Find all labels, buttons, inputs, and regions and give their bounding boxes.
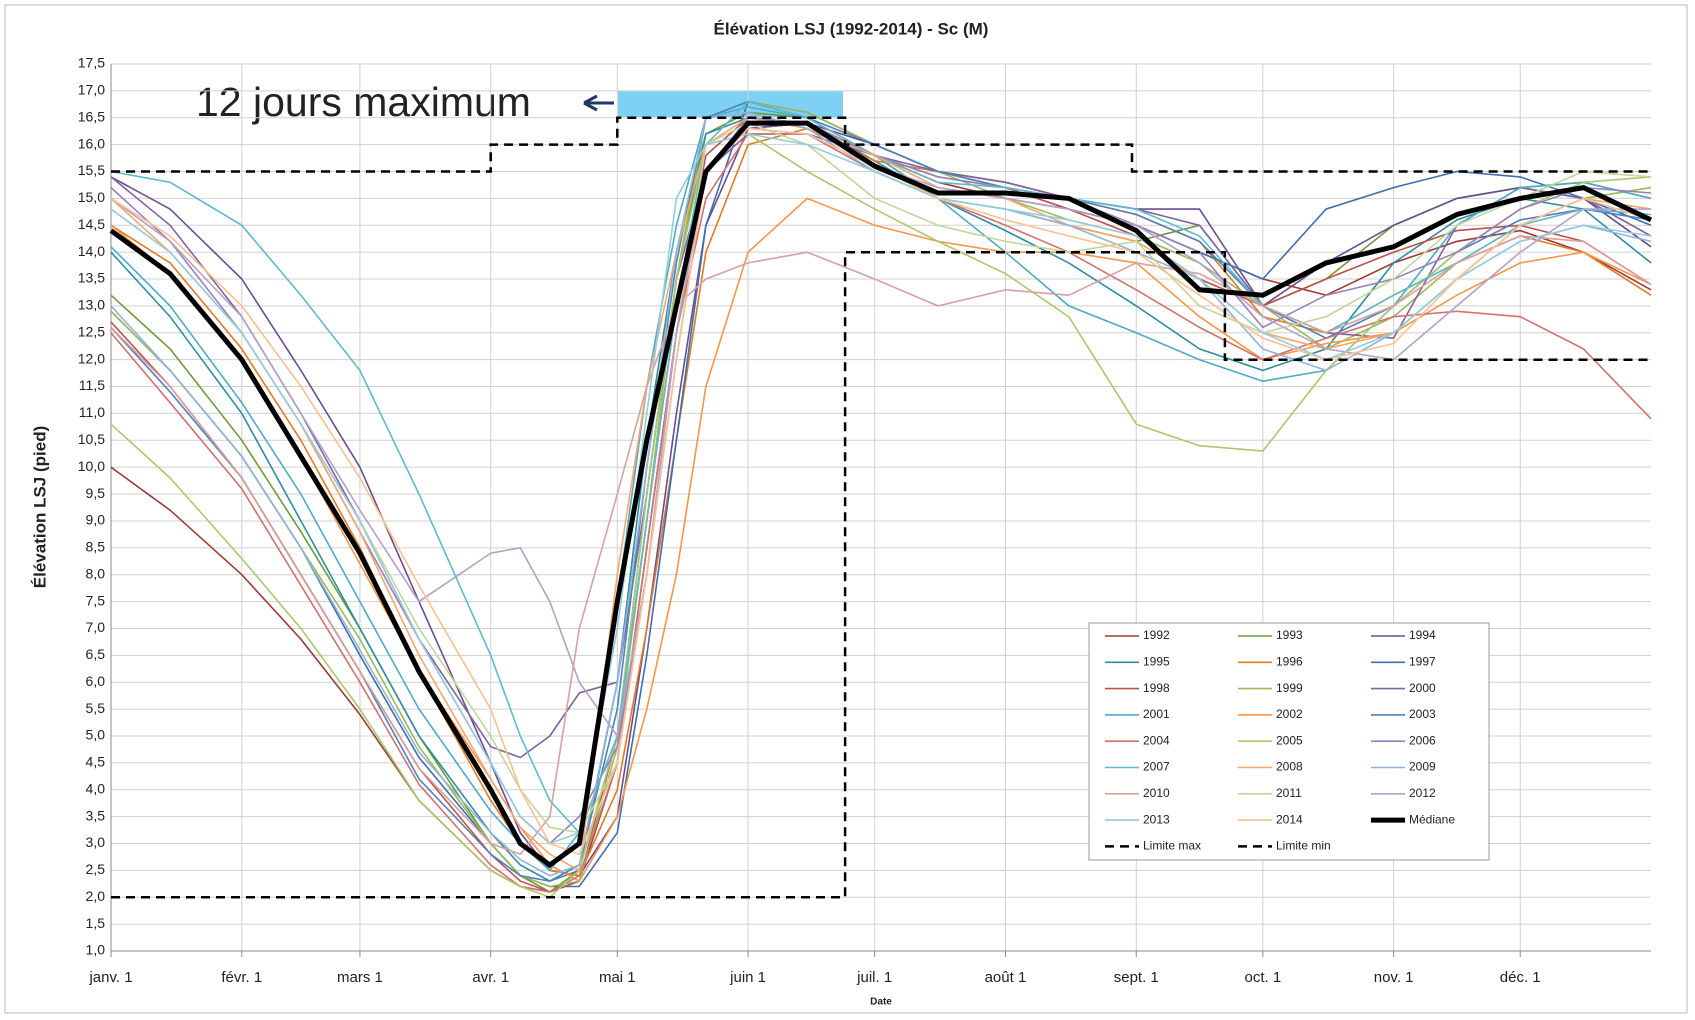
annotation: 12 jours maximum (196, 79, 531, 125)
legend-label: Limite max (1143, 839, 1201, 853)
y-tick-label: 11,0 (79, 404, 105, 420)
legend-label: 1995 (1143, 654, 1170, 668)
y-tick-label: 5,5 (86, 700, 106, 716)
series-line (110, 100, 1652, 835)
x-tick-label: avr. 1 (472, 969, 509, 986)
x-axis-label: Date (870, 997, 892, 1008)
x-tick-label: mars 1 (337, 969, 383, 986)
y-tick-label: 8,0 (86, 565, 106, 581)
series-line (109, 120, 1653, 869)
y-tick-label: 4,5 (86, 754, 106, 770)
y-tick-label: 12,5 (78, 323, 105, 339)
y-tick-label: 14,0 (78, 243, 105, 259)
x-tick-label: juin 1 (729, 969, 766, 986)
y-tick-label: 17,5 (78, 55, 105, 71)
series-line (111, 116, 1651, 173)
legend-label: 2002 (1276, 707, 1303, 721)
y-tick-label: 2,0 (86, 888, 106, 904)
y-tick-label: 1,0 (86, 942, 106, 958)
y-tick-label: 12,0 (78, 350, 105, 366)
y-axis-label: Élévation LSJ (pied) (30, 426, 49, 588)
x-tick-label: août 1 (985, 969, 1027, 986)
x-tick-label: févr. 1 (221, 969, 262, 986)
y-tick-label: 13,0 (78, 297, 105, 313)
legend-label: 2005 (1276, 733, 1303, 747)
x-tick-label: oct. 1 (1244, 969, 1281, 986)
y-tick-label: 3,5 (86, 807, 106, 823)
legend-label: 2004 (1143, 733, 1170, 747)
legend-label: 1992 (1143, 628, 1170, 642)
y-tick-label: 16,5 (78, 108, 105, 124)
legend-label: 2013 (1143, 812, 1170, 826)
y-tick-label: 8,5 (86, 539, 106, 555)
legend-label: 2012 (1409, 786, 1436, 800)
legend-label: 2000 (1409, 681, 1436, 695)
y-tick-label: 3,0 (86, 834, 106, 850)
legend-label: 2011 (1276, 786, 1302, 800)
y-tick-label: 15,0 (78, 189, 105, 205)
series-line (110, 111, 1652, 877)
y-tick-label: 13,5 (78, 270, 105, 286)
y-tick-label: 5,0 (86, 727, 106, 743)
legend-label: Médiane (1409, 812, 1455, 826)
y-tick-label: 1,5 (86, 915, 106, 931)
y-tick-label: 7,5 (86, 592, 106, 608)
legend-label: 1994 (1409, 628, 1436, 642)
legend-box (1088, 622, 1490, 861)
legend-label: 2010 (1143, 786, 1170, 800)
legend-label: 1993 (1276, 628, 1303, 642)
y-tick-label: 7,0 (86, 619, 106, 635)
legend-label: 2001 (1143, 707, 1170, 721)
x-tick-label: nov. 1 (1374, 969, 1414, 986)
series-line (110, 127, 1652, 856)
legend-label: 2009 (1409, 760, 1436, 774)
y-tick-label: 2,5 (86, 861, 106, 877)
y-tick-label: 11,5 (79, 377, 105, 393)
y-tick-label: 10,5 (78, 431, 105, 447)
legend-label: 2006 (1409, 733, 1436, 747)
legend-label: 2003 (1409, 707, 1436, 721)
legend-label: 2008 (1276, 760, 1303, 774)
y-tick-label: 9,5 (86, 485, 106, 501)
y-tick-label: 14,5 (78, 216, 105, 232)
x-tick-label: mai 1 (599, 969, 636, 986)
annotation-arrowhead (583, 94, 598, 112)
series-line (111, 250, 1651, 899)
x-tick-label: juil. 1 (856, 969, 892, 986)
legend-label: 2007 (1143, 760, 1170, 774)
legend-label: 1998 (1143, 681, 1170, 695)
y-tick-label: 4,0 (86, 780, 106, 796)
y-tick-label: 6,5 (86, 646, 106, 662)
y-tick-label: 10,0 (78, 458, 105, 474)
y-tick-label: 15,5 (78, 162, 105, 178)
x-tick-label: déc. 1 (1500, 969, 1541, 986)
y-tick-label: 16,0 (78, 135, 105, 151)
legend-label: Limite min (1276, 839, 1331, 853)
y-tick-label: 17,0 (78, 82, 105, 98)
legend-label: 1996 (1276, 654, 1303, 668)
chart-title: Élévation LSJ (1992-2014) - Sc (M) (714, 19, 989, 38)
series-line (110, 235, 1652, 856)
y-tick-label: 6,0 (86, 673, 106, 689)
legend-label: 1999 (1276, 681, 1303, 695)
y-tick-label: 9,0 (86, 512, 106, 528)
x-tick-label: janv. 1 (88, 969, 132, 986)
legend-label: 2014 (1276, 812, 1303, 826)
x-tick-label: sept. 1 (1114, 969, 1159, 986)
series-line (110, 133, 1652, 845)
legend: 1992 1993 1994 1995 1996 1997 1998 1999 2000 2001… (1088, 622, 1490, 861)
legend-label: 1997 (1409, 654, 1436, 668)
